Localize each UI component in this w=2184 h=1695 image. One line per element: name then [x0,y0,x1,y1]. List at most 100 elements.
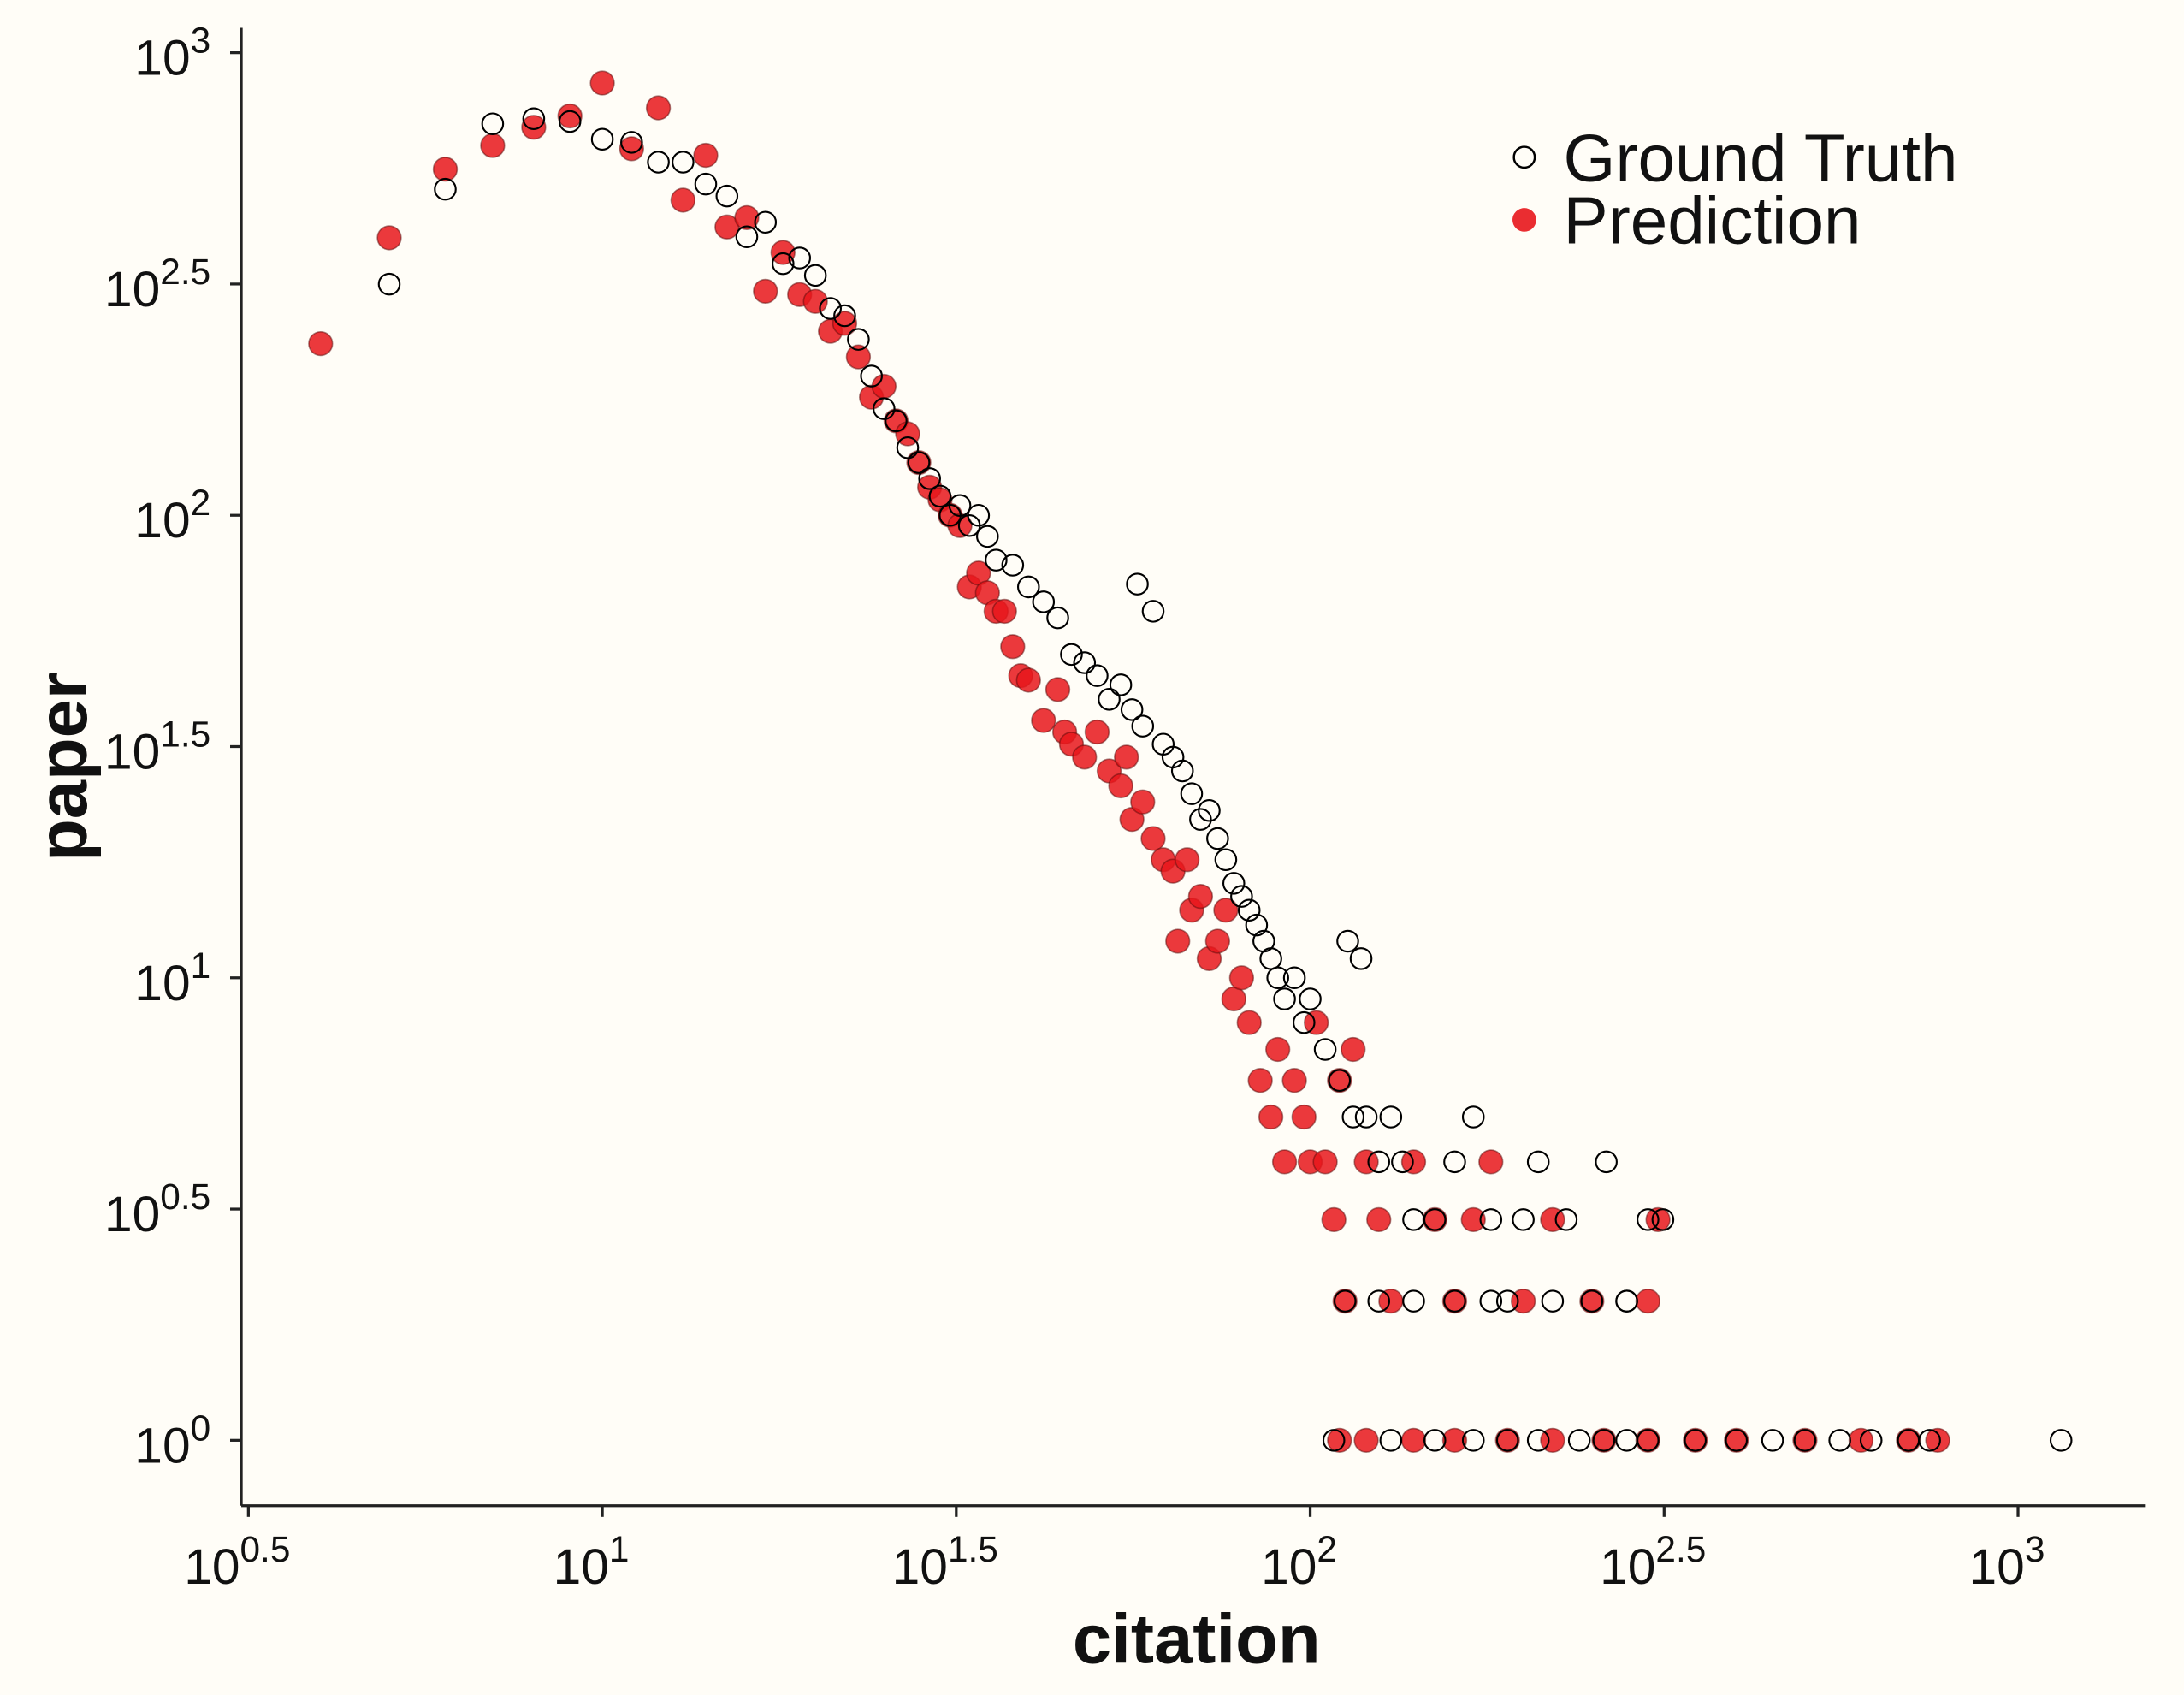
point [1896,1427,1921,1453]
legend-label: Prediction [1564,183,1861,258]
point [1221,986,1246,1012]
point [1131,714,1155,738]
point [1651,1208,1675,1231]
point [1174,847,1200,873]
point [1341,1036,1366,1063]
point [432,157,459,182]
point [1031,708,1056,733]
point [693,142,719,169]
point [1637,1208,1660,1231]
point [308,330,334,357]
point [1512,1208,1535,1231]
point [788,246,812,270]
point [1273,987,1296,1010]
point [1341,1105,1365,1129]
point [1354,1105,1378,1129]
point [1684,1429,1708,1452]
point [1443,1289,1466,1313]
point [1443,1150,1466,1174]
legend-label: Ground Truth [1564,121,1958,196]
point [1321,1206,1347,1233]
point [1214,848,1238,872]
point [1236,1010,1262,1035]
point [715,184,739,208]
point [1198,798,1221,822]
point [1328,1069,1352,1092]
point [1015,667,1041,693]
point [590,127,614,151]
point [672,151,695,174]
point [1793,1429,1817,1452]
y-axis-title: paper [24,672,102,861]
tick-label: 100.5 [184,1529,290,1595]
point [1016,575,1040,599]
point [847,328,870,351]
point [1084,719,1110,745]
point [1247,1068,1273,1093]
point [1495,1289,1519,1313]
point [1130,789,1156,815]
point [1724,1427,1749,1453]
point [1402,1289,1425,1313]
point [645,95,672,121]
point [1180,782,1204,805]
point [1461,1429,1485,1452]
point [833,304,856,328]
point [985,548,1008,572]
point [1213,898,1239,923]
point [948,494,972,518]
point [2049,1429,2073,1452]
legend-marker [1512,145,1536,169]
tick-label: 101.5 [104,714,210,780]
point [1187,883,1214,910]
point [1265,1036,1291,1063]
point [832,311,858,336]
point [1595,1150,1618,1174]
point [558,110,582,133]
point [860,364,883,388]
point [906,449,932,476]
point [557,103,583,129]
point [907,451,931,474]
point [647,151,670,174]
point [1000,634,1026,660]
point [376,225,402,251]
point [1291,1104,1317,1130]
point [1479,1289,1503,1313]
point [1828,1429,1851,1452]
point [670,187,696,213]
point [1312,1149,1338,1175]
point [1120,698,1144,721]
point [1293,1010,1316,1034]
tick-label: 103 [134,21,210,86]
point [1141,600,1165,623]
point [1204,928,1231,954]
point [1046,606,1069,630]
point [1461,1105,1485,1129]
point [1140,826,1166,851]
point [480,133,506,158]
point [873,397,896,420]
point [1478,1149,1504,1175]
point [434,177,457,201]
point [735,225,759,249]
point [1423,1429,1447,1452]
point [1423,1208,1447,1231]
point [1271,1149,1298,1175]
point [1400,1427,1427,1453]
point [1045,677,1071,702]
point [1072,744,1098,770]
point [1327,1427,1352,1453]
point [1460,1206,1486,1233]
point [1635,1427,1661,1453]
point [1258,1104,1284,1130]
point [885,409,908,433]
x-axis-title: citation [1073,1601,1321,1679]
point [753,278,778,305]
tick-label: 100 [134,1408,210,1473]
point [928,484,952,508]
point [1126,572,1149,596]
point [1367,1289,1391,1313]
